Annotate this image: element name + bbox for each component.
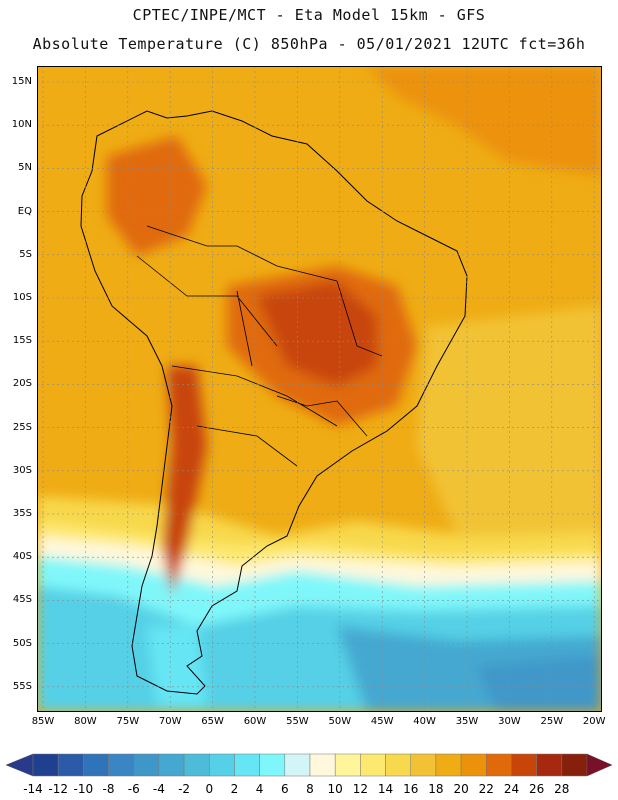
colorbar-swatch: [310, 754, 335, 776]
lon-label: 25W: [537, 716, 567, 727]
colorbar-swatch: [260, 754, 285, 776]
colorbar-swatch: [461, 754, 486, 776]
lon-label: 80W: [70, 716, 100, 727]
lon-label: 40W: [410, 716, 440, 727]
colorbar-swatch: [486, 754, 511, 776]
colorbar-swatch: [134, 754, 159, 776]
colorbar-swatch: [386, 754, 411, 776]
colorbar-swatch: [411, 754, 436, 776]
lon-label: 45W: [367, 716, 397, 727]
colorbar-swatch: [58, 754, 83, 776]
colorbar: [0, 748, 618, 780]
lat-label: 10S: [4, 292, 32, 303]
lat-label: 15N: [4, 76, 32, 87]
lon-label: 50W: [325, 716, 355, 727]
colorbar-swatch: [562, 754, 587, 776]
lon-label: 20W: [579, 716, 609, 727]
colorbar-swatch: [109, 754, 134, 776]
lat-label: 5S: [4, 249, 32, 260]
colorbar-swatch: [360, 754, 385, 776]
lat-label: 40S: [4, 551, 32, 562]
colorbar-swatch: [209, 754, 234, 776]
colorbar-swatch: [436, 754, 461, 776]
colorbar-swatch: [184, 754, 209, 776]
lon-label: 30W: [494, 716, 524, 727]
colorbar-swatch: [511, 754, 536, 776]
lat-label: 10N: [4, 119, 32, 130]
lon-label: 55W: [282, 716, 312, 727]
lat-label: 50S: [4, 638, 32, 649]
lat-label: 20S: [4, 378, 32, 389]
temperature-map: [37, 66, 602, 712]
lon-label: 60W: [240, 716, 270, 727]
colorbar-swatch: [335, 754, 360, 776]
lat-label: 35S: [4, 508, 32, 519]
colorbar-swatch: [234, 754, 259, 776]
lat-label: 45S: [4, 594, 32, 605]
colorbar-swatch: [33, 754, 58, 776]
lon-label: 85W: [28, 716, 58, 727]
colorbar-swatch: [285, 754, 310, 776]
lat-label: 55S: [4, 681, 32, 692]
colorbar-swatch: [537, 754, 562, 776]
colorbar-over-arrow: [587, 754, 612, 776]
lon-label: 70W: [155, 716, 185, 727]
lon-label: 65W: [198, 716, 228, 727]
lat-label: 5N: [4, 162, 32, 173]
lat-label: EQ: [4, 206, 32, 217]
chart-title-line1: CPTEC/INPE/MCT - Eta Model 15km - GFS: [0, 6, 618, 24]
lon-label: 35W: [452, 716, 482, 727]
lat-label: 25S: [4, 422, 32, 433]
lon-label: 75W: [113, 716, 143, 727]
colorbar-under-arrow: [6, 754, 33, 776]
colorbar-swatch: [159, 754, 184, 776]
chart-title-line2: Absolute Temperature (C) 850hPa - 05/01/…: [0, 35, 618, 53]
lat-label: 15S: [4, 335, 32, 346]
colorbar-tick-label: 28: [547, 782, 577, 796]
lat-label: 30S: [4, 465, 32, 476]
colorbar-swatch: [83, 754, 108, 776]
